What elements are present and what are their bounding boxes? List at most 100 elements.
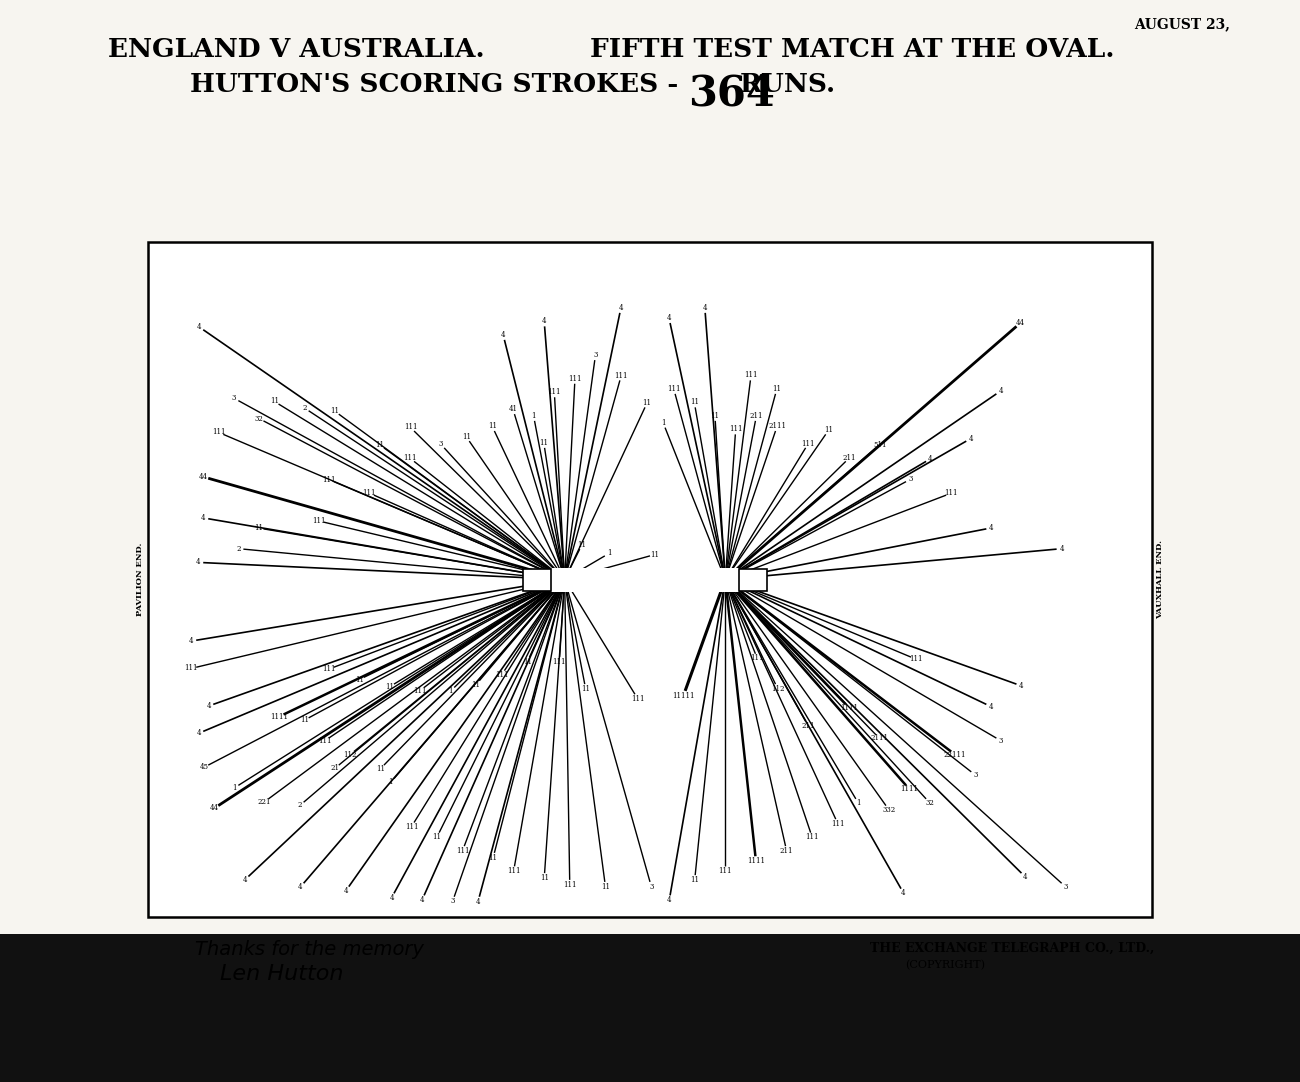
Text: 4: 4	[1019, 682, 1023, 690]
Text: 112: 112	[771, 685, 784, 692]
Text: 4: 4	[243, 876, 247, 884]
Text: 111: 111	[806, 833, 819, 842]
Text: 1: 1	[532, 412, 536, 420]
Text: 111: 111	[750, 655, 764, 662]
Text: 4: 4	[389, 894, 394, 901]
Text: 111: 111	[317, 737, 332, 744]
Text: 11: 11	[254, 524, 263, 532]
Text: 4: 4	[928, 454, 932, 463]
Text: 111: 111	[185, 664, 198, 672]
Text: 4: 4	[196, 322, 202, 331]
Text: 111: 111	[547, 388, 562, 396]
Text: 1: 1	[389, 778, 393, 787]
Text: 11: 11	[433, 833, 442, 841]
Text: 1111: 1111	[901, 786, 918, 793]
Text: 211: 211	[750, 412, 763, 420]
Text: Thanks for the memory: Thanks for the memory	[195, 940, 424, 959]
Text: FIFTH TEST MATCH AT THE OVAL.: FIFTH TEST MATCH AT THE OVAL.	[590, 37, 1114, 62]
Text: RUNS.: RUNS.	[740, 72, 836, 97]
Text: PAVILION END.: PAVILION END.	[136, 543, 144, 616]
Text: 511: 511	[872, 440, 887, 449]
Bar	[740, 568, 767, 591]
Text: 11: 11	[690, 398, 699, 407]
Text: 11: 11	[472, 681, 481, 688]
Text: 4: 4	[988, 702, 993, 711]
Text: 4: 4	[343, 887, 348, 895]
Text: 4: 4	[667, 896, 672, 905]
Text: (COPYRIGHT): (COPYRIGHT)	[905, 960, 985, 971]
Text: 111: 111	[802, 439, 815, 448]
Text: 111: 111	[729, 425, 742, 434]
Text: 11: 11	[489, 854, 498, 861]
Text: 11: 11	[690, 876, 699, 884]
Text: 2: 2	[302, 404, 307, 412]
Text: 11: 11	[376, 441, 385, 449]
Text: 3: 3	[231, 394, 237, 403]
Text: 32: 32	[255, 414, 264, 423]
Text: 4: 4	[667, 314, 671, 322]
Bar	[0, 934, 1300, 1082]
Text: 1: 1	[607, 550, 611, 557]
Bar	[148, 242, 1152, 918]
Text: 1111: 1111	[270, 713, 289, 721]
Text: 21: 21	[330, 764, 339, 773]
Text: 11: 11	[540, 439, 549, 447]
Text: Len Hutton: Len Hutton	[220, 964, 343, 984]
Text: 3: 3	[972, 771, 978, 779]
Text: 221: 221	[257, 797, 272, 806]
Text: 111: 111	[615, 371, 628, 380]
Text: 111: 111	[322, 665, 335, 673]
Text: 111: 111	[831, 820, 845, 828]
Text: 4: 4	[619, 304, 623, 312]
Text: 111: 111	[909, 655, 923, 663]
Bar	[551, 567, 740, 592]
Text: 364: 364	[688, 72, 775, 114]
Text: 11: 11	[523, 658, 532, 665]
Bar	[523, 568, 551, 591]
Bar	[0, 0, 1300, 934]
Text: 111: 111	[507, 868, 520, 875]
Text: 112: 112	[343, 751, 356, 758]
Text: 1: 1	[857, 800, 861, 807]
Text: 4: 4	[207, 702, 211, 710]
Text: 2: 2	[298, 802, 302, 809]
Text: 11: 11	[355, 675, 364, 684]
Text: 4: 4	[1023, 873, 1027, 881]
Text: HUTTON'S SCORING STROKES -: HUTTON'S SCORING STROKES -	[190, 72, 679, 97]
Text: 11: 11	[650, 551, 659, 558]
Text: 45: 45	[199, 764, 208, 771]
Text: 3: 3	[1063, 883, 1067, 890]
Text: 11: 11	[330, 407, 339, 415]
Text: 4: 4	[188, 637, 194, 645]
Text: 1111: 1111	[747, 857, 764, 866]
Text: 111: 111	[630, 695, 645, 702]
Text: 111: 111	[413, 687, 426, 695]
Text: 111: 111	[403, 454, 417, 462]
Text: 11: 11	[300, 716, 308, 724]
Text: 111: 111	[363, 489, 376, 497]
Text: 11: 11	[710, 412, 719, 420]
Text: 41: 41	[508, 406, 517, 413]
Text: ENGLAND V AUSTRALIA.: ENGLAND V AUSTRALIA.	[108, 37, 485, 62]
Text: 4: 4	[989, 524, 993, 532]
Text: 11: 11	[488, 422, 497, 431]
Text: VAUXHALL END.: VAUXHALL END.	[1156, 540, 1164, 619]
Text: 2111: 2111	[768, 422, 786, 431]
Text: 4: 4	[542, 317, 546, 326]
Text: 11: 11	[772, 385, 781, 393]
Text: 3: 3	[438, 440, 443, 448]
Text: 11111: 11111	[672, 691, 694, 700]
Text: 22111: 22111	[944, 751, 966, 758]
Text: 4: 4	[298, 883, 303, 892]
Text: 111: 111	[322, 476, 335, 484]
Text: 4: 4	[901, 889, 906, 897]
Text: 111: 111	[667, 385, 680, 393]
Text: THE EXCHANGE TELEGRAPH CO., LTD.,: THE EXCHANGE TELEGRAPH CO., LTD.,	[870, 942, 1154, 955]
Text: 111: 111	[568, 374, 581, 383]
Text: 11: 11	[601, 883, 610, 890]
Text: 44: 44	[209, 804, 218, 813]
Text: 111: 111	[745, 371, 758, 380]
Text: 111: 111	[312, 517, 325, 525]
Text: 111: 111	[456, 847, 469, 855]
Text: 4: 4	[202, 514, 205, 522]
